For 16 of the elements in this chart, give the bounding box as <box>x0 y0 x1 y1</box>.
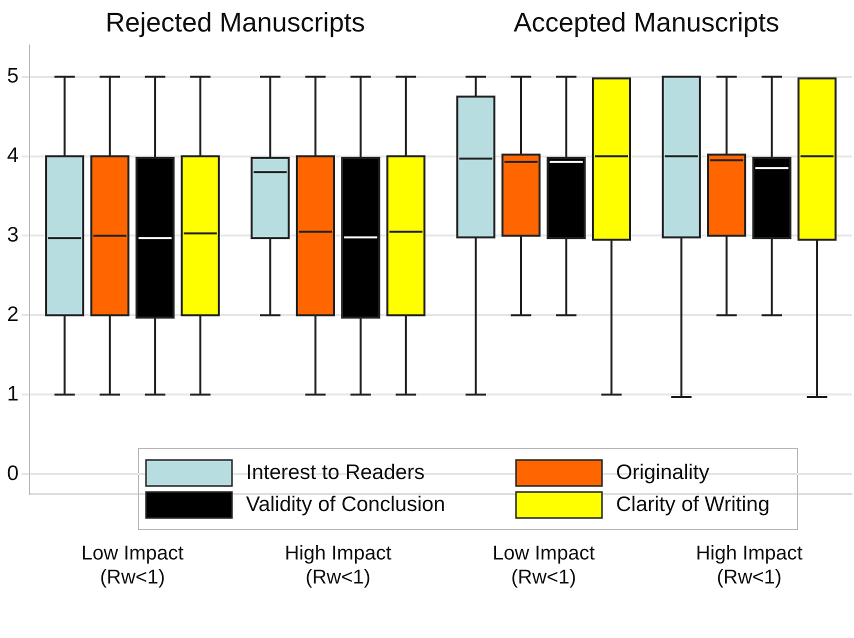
y-tick-label: 1 <box>6 382 19 406</box>
x-tick-label: Low Impact (Rw<1) <box>81 542 184 589</box>
legend-label: Originality <box>616 460 710 484</box>
legend-label: Clarity of Writing <box>616 492 770 516</box>
y-tick-label: 5 <box>6 64 19 88</box>
y-tick-label: 4 <box>6 144 19 168</box>
text: Accepted Manuscripts <box>514 7 780 38</box>
x-tick-label: High Impact (Rw<1) <box>696 542 804 589</box>
text: Rejected Manuscripts <box>105 7 366 38</box>
y-tick-label: 0 <box>6 462 19 485</box>
legend-label: Interest to Readers <box>246 460 425 484</box>
x-tick-label: Low Impact (Rw<1) <box>492 542 596 589</box>
x-tick-label: High Impact (Rw<1) <box>284 542 392 589</box>
y-tick-label: 3 <box>6 224 19 247</box>
y-tick-label: 2 <box>6 302 19 326</box>
legend-label: Validity of Conclusion <box>246 492 446 516</box>
